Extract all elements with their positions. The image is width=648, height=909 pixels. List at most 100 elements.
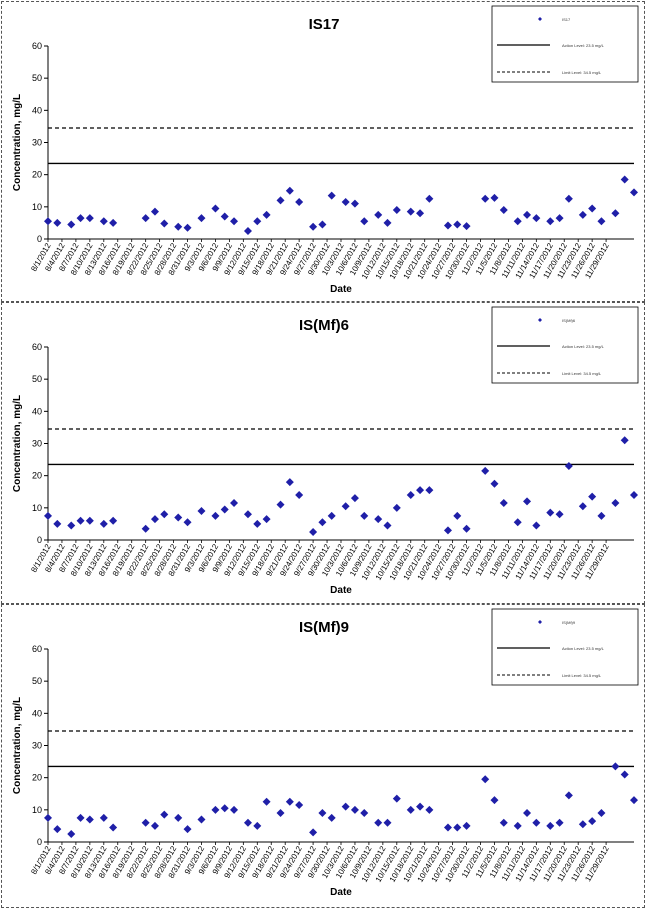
data-point [383, 521, 392, 530]
data-point [523, 809, 532, 818]
y-tick-label: 50 [32, 374, 42, 384]
data-point [532, 214, 541, 223]
data-point [630, 796, 638, 805]
data-point [318, 809, 327, 818]
data-point [555, 818, 564, 827]
data-point [220, 212, 229, 221]
data-point [406, 805, 415, 814]
y-tick-label: 0 [37, 234, 42, 244]
x-axis-label: Date [330, 284, 352, 295]
data-point [85, 214, 94, 223]
data-point [150, 515, 159, 524]
data-point [513, 518, 522, 527]
legend-box [491, 608, 639, 686]
data-point [85, 815, 94, 824]
y-tick-label: 0 [37, 535, 42, 545]
data-point [392, 503, 401, 512]
data-point [532, 521, 541, 530]
y-axis-label: Concentration, mg/L [12, 395, 23, 492]
data-point [360, 809, 369, 818]
y-tick-label: 20 [32, 773, 42, 783]
y-axis-label: Concentration, mg/L [12, 697, 23, 794]
chart-panel-3: IS(Mf)9 IS(Mf)9 Action Level: 23.5 mg/L Lim… [1, 604, 645, 908]
data-point [220, 804, 229, 813]
x-axis-label: Date [330, 585, 352, 596]
data-point [611, 499, 620, 508]
data-point [276, 196, 285, 205]
data-point [44, 217, 52, 226]
data-point [588, 817, 597, 826]
data-point [160, 219, 169, 228]
chart-panel-1: IS17 IS17 Action Level: 23.5 mg/L Limit Lev… [1, 1, 645, 302]
data-point [150, 821, 159, 830]
data-point [174, 513, 183, 522]
data-point [183, 518, 192, 527]
data-point [141, 818, 150, 827]
data-point [513, 217, 522, 226]
data-point [499, 818, 508, 827]
data-point [406, 207, 415, 216]
data-point [416, 486, 425, 495]
legend-series-label: IS17 [562, 17, 571, 22]
chart-svg-1: IS17 IS17 Action Level: 23.5 mg/L Limit Lev… [12, 5, 639, 295]
data-point [318, 518, 327, 527]
data-point [383, 818, 392, 827]
data-point [481, 775, 490, 784]
data-point [392, 206, 401, 215]
data-point [285, 478, 294, 487]
data-point [462, 821, 471, 830]
data-point [499, 499, 508, 508]
data-point [295, 801, 304, 810]
data-point [309, 527, 318, 536]
data-point [374, 818, 383, 827]
data-point [374, 515, 383, 524]
data-point [99, 217, 108, 226]
legend-limit-label: Limit Level: 34.5 mg/L [562, 371, 602, 376]
data-point [285, 186, 294, 195]
y-tick-label: 60 [32, 342, 42, 352]
data-point [309, 828, 318, 837]
data-point [243, 226, 252, 235]
data-point [99, 519, 108, 528]
data-point [588, 492, 597, 501]
data-point [341, 802, 350, 811]
data-point [443, 823, 452, 832]
legend-box [491, 5, 639, 83]
data-point [578, 820, 587, 829]
data-point [360, 217, 369, 226]
legend-box [491, 306, 639, 384]
data-point [416, 802, 425, 811]
data-point [564, 791, 573, 800]
data-point [374, 210, 383, 219]
data-point [160, 510, 169, 519]
data-point [578, 210, 587, 219]
y-tick-label: 10 [32, 805, 42, 815]
data-point [295, 198, 304, 207]
data-point [262, 797, 271, 806]
data-point [490, 193, 499, 202]
data-point [327, 813, 336, 822]
legend-action-label: Action Level: 23.5 mg/L [562, 43, 605, 48]
data-point [597, 809, 606, 818]
data-point [262, 515, 271, 524]
data-point [481, 194, 490, 203]
data-point [67, 829, 76, 838]
data-point [462, 222, 471, 231]
y-tick-label: 60 [32, 644, 42, 654]
data-point [611, 209, 620, 218]
chart-svg-3: IS(Mf)9 IS(Mf)9 Action Level: 23.5 mg/L Lim… [12, 608, 639, 898]
data-point [197, 214, 206, 223]
data-point [406, 490, 415, 499]
data-point [341, 198, 350, 207]
data-point [174, 222, 183, 231]
data-point [76, 516, 85, 525]
data-point [578, 502, 587, 511]
legend-limit-label: Limit Level: 34.5 mg/L [562, 70, 602, 75]
chart-title: IS(Mf)9 [299, 619, 349, 636]
data-point [499, 206, 508, 215]
legend-marker [538, 17, 542, 21]
data-point [309, 222, 318, 231]
data-point [44, 813, 52, 822]
data-point [85, 516, 94, 525]
data-point [99, 813, 108, 822]
